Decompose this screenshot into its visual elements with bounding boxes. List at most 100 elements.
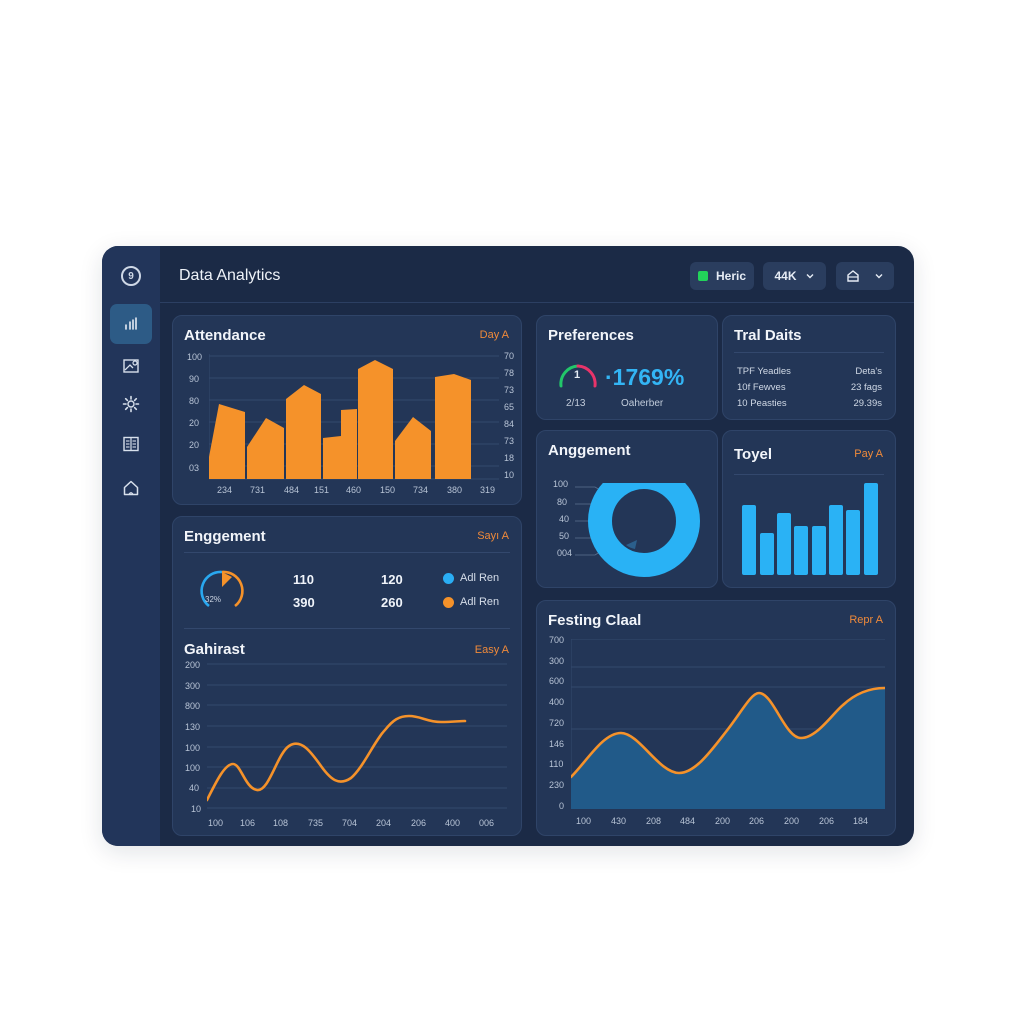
panel-title: Preferences [548,327,634,344]
workspace-dropdown[interactable] [836,262,894,290]
y-axis-label: 800 [185,701,201,711]
panel-title: Festing Claal [548,612,642,629]
y-axis-label: 700 [549,635,565,645]
attendance-bar-chart [209,354,499,480]
bar-signal-icon [125,317,137,330]
preferences-panel: Preferences 1 2/13 ·1769% Oaherber [536,315,718,420]
sidebar-item-settings[interactable] [110,384,152,424]
toyel-panel: Toyel Pay A [722,430,896,588]
home-icon [123,480,139,496]
divider [184,552,510,553]
period-link[interactable]: Day A [479,329,509,341]
x-axis-label: 100 [208,818,224,828]
sidebar-item-home[interactable] [110,468,152,508]
trial-row-value: 23 fags [850,382,882,393]
festing-panel: Festing Claal Repr A 700 300 600 400 720… [536,600,896,836]
x-axis-label: 204 [376,818,392,828]
x-axis-label: 735 [308,818,324,828]
y-axis-label: 03 [189,463,200,473]
y-axis-label: 600 [549,676,565,686]
y-axis-label: 100 [187,352,203,362]
trial-row-value: 29.39s [853,398,882,409]
sidebar-item-reports[interactable] [110,346,152,386]
x-axis-label: 151 [314,485,330,495]
x-axis-label: 200 [784,816,800,826]
divider [734,352,884,353]
donut-label: 004 [557,548,573,558]
festing-area-chart [571,639,885,809]
y-axis-label: 20 [189,440,200,450]
x-axis-label: 460 [346,485,362,495]
y-axis-right-label: 10 [504,470,515,480]
home-icon [847,270,859,282]
period-link[interactable]: Pay A [854,448,883,460]
y-axis-label: 90 [189,374,200,384]
donut-label: 50 [559,531,570,541]
x-axis-label: 184 [853,816,869,826]
trial-row-value: Deta's [855,366,882,377]
x-axis-label: 206 [819,816,835,826]
y-axis-right-label: 73 [504,436,515,446]
app-logo-icon[interactable]: 9 [121,266,141,286]
y-axis-label: 146 [549,739,565,749]
donut-label: 100 [553,479,569,489]
period-link[interactable]: Sayı A [477,530,509,542]
y-axis-label: 40 [189,783,200,793]
divider [734,474,884,475]
y-axis-label: 720 [549,718,565,728]
chevron-down-icon [806,274,813,279]
gauge-caption: 2/13 [566,398,586,409]
legend-item: Adl Ren [443,596,499,608]
y-axis-label: 200 [185,660,201,670]
y-axis-label: 300 [549,656,565,666]
status-indicator-icon [697,271,708,281]
gauge-value: 1 [574,369,581,381]
legend-item: Adl Ren [443,572,499,584]
page-title: Data Analytics [179,267,281,284]
engagement-panel: Enggement Sayı A 32% 110 120 390 260 Adl… [172,516,522,836]
y-axis-label: 10 [191,804,202,814]
donut-label: 40 [559,514,570,524]
divider [184,628,510,629]
x-axis-label: 100 [576,816,592,826]
legend-label: Adl Ren [460,572,500,584]
x-axis-label: 200 [715,816,731,826]
x-axis-label: 400 [445,818,461,828]
donut-label: 80 [557,497,568,507]
top-header: Data Analytics Heric 44K [160,246,914,303]
status-label: Heric [715,269,747,283]
engagement-value: 120 [381,572,403,587]
preferences-metric: ·1769% [605,364,685,390]
y-axis-label: 20 [189,418,200,428]
x-axis-label: 206 [411,818,427,828]
y-axis-right-label: 84 [504,419,515,429]
status-button[interactable]: Heric [690,262,754,290]
period-link[interactable]: Repr A [849,614,883,626]
range-dropdown[interactable]: 44K [763,262,826,290]
x-axis-label: 484 [680,816,696,826]
panel-title: Attendance [184,327,266,344]
y-axis-label: 0 [559,801,565,811]
x-axis-label: 319 [480,485,496,495]
trial-row-label: 10 Peasties [737,398,787,409]
image-settings-icon [123,359,139,373]
engagement-value: 260 [381,595,403,610]
legend-label: Adl Ren [460,596,500,608]
x-axis-label: 006 [479,818,495,828]
attendance-panel: Attendance Day A 100 90 80 20 20 03 70 7… [172,315,522,505]
sidebar-item-analytics[interactable] [110,304,152,344]
engagement-donut-chart [575,483,700,577]
sidebar-item-documents[interactable] [110,424,152,464]
y-axis-label: 400 [549,697,565,707]
trial-data-panel: Tral Daits TPF Yeadles Deta's 10f Fewves… [722,315,896,420]
preferences-gauge [559,364,597,388]
gauge-label: 32% [205,595,222,604]
y-axis-label: 300 [185,681,201,691]
document-list-icon [123,436,139,452]
engagement-gauge [200,570,244,608]
y-axis-right-label: 78 [504,368,515,378]
period-link[interactable]: Easy A [474,644,509,656]
x-axis-label: 704 [342,818,358,828]
x-axis-label: 106 [240,818,256,828]
metric-caption: Oaherber [621,398,664,409]
